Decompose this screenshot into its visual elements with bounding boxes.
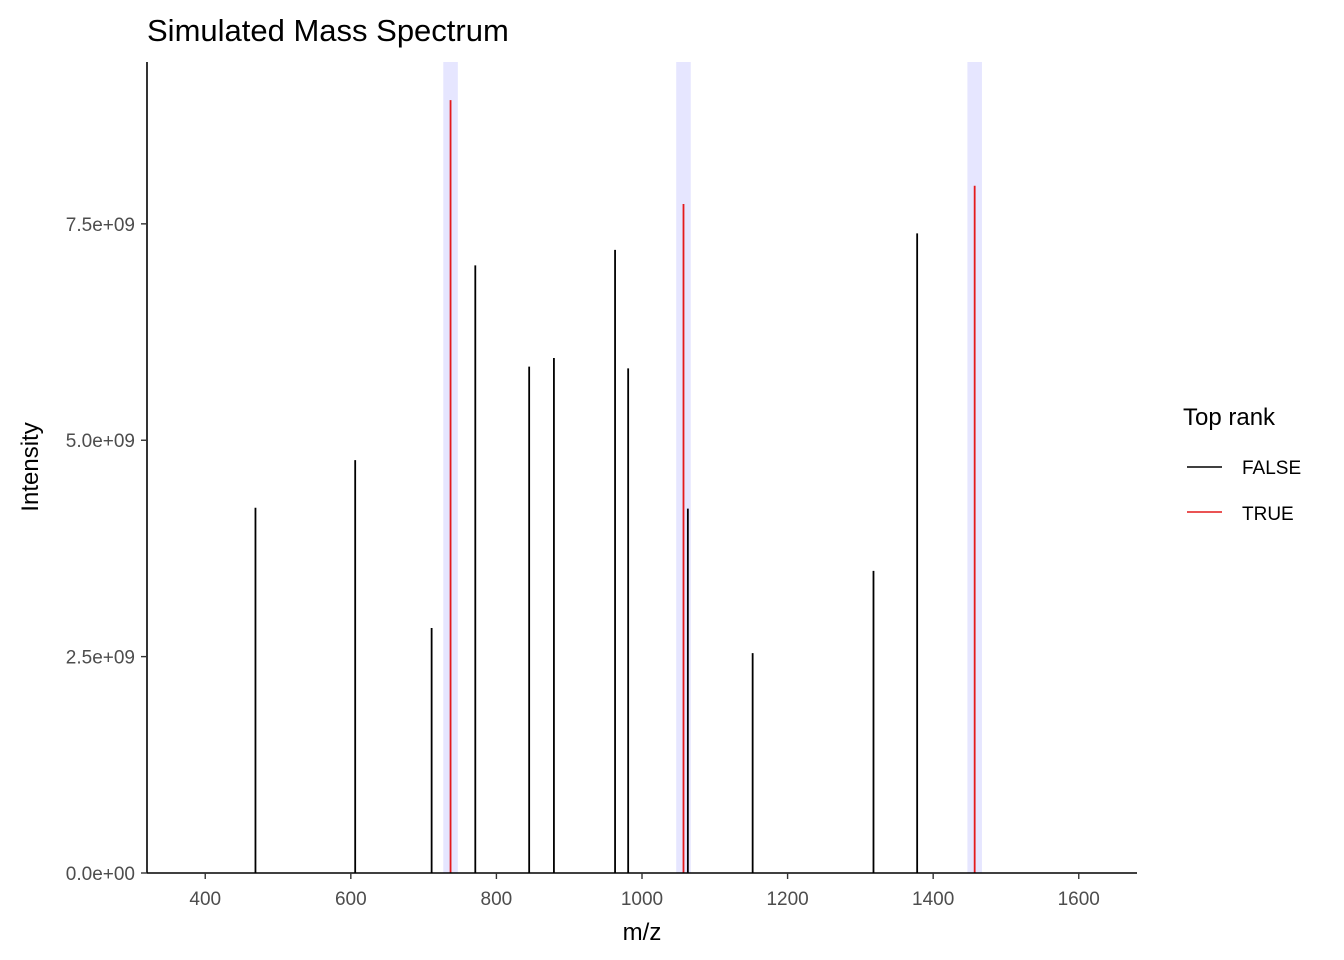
x-axis-title: m/z <box>623 919 662 946</box>
x-tick-label: 1600 <box>1058 889 1100 910</box>
x-tick-label: 1200 <box>766 889 808 910</box>
x-tick-label: 400 <box>189 889 221 910</box>
highlight-bands <box>443 62 982 873</box>
y-axis-title: Intensity <box>17 422 44 511</box>
y-tick-label: 0.0e+00 <box>66 864 135 885</box>
x-tick-label: 1400 <box>912 889 954 910</box>
y-tick-label: 5.0e+09 <box>66 431 135 452</box>
legend: Top rank FALSE TRUE <box>1183 404 1301 525</box>
chart-title: Simulated Mass Spectrum <box>147 13 509 48</box>
y-tick-label: 2.5e+09 <box>66 648 135 669</box>
y-axis-ticks: 0.0e+00 2.5e+09 5.0e+09 7.5e+09 <box>66 215 147 885</box>
legend-label-true: TRUE <box>1242 504 1294 525</box>
x-tick-label: 800 <box>481 889 513 910</box>
x-tick-label: 600 <box>335 889 367 910</box>
legend-title: Top rank <box>1183 404 1276 431</box>
x-axis-ticks: 400 600 800 1000 1200 1400 1600 <box>189 873 1100 910</box>
x-tick-label: 1000 <box>621 889 663 910</box>
y-tick-label: 7.5e+09 <box>66 215 135 236</box>
peaks <box>254 100 976 873</box>
legend-label-false: FALSE <box>1242 458 1301 479</box>
